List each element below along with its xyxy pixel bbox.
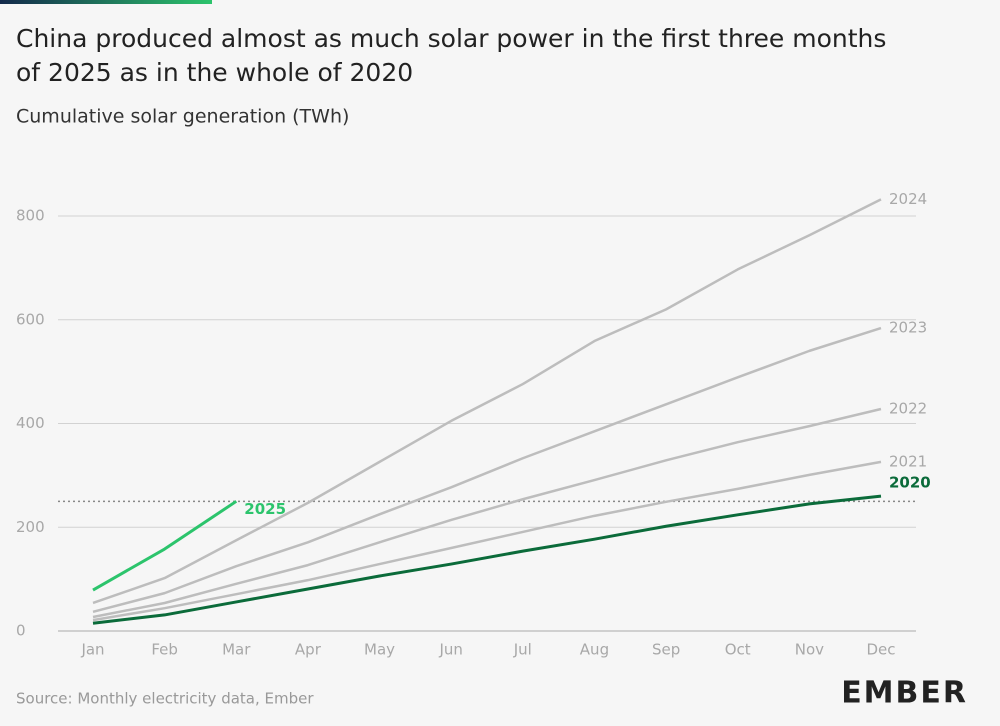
series-line (92, 326, 882, 614)
y-tick-label: 600 (16, 310, 45, 328)
x-tick-label: Apr (295, 641, 322, 659)
y-tick-label: 800 (16, 207, 45, 225)
x-tick-label: Sep (652, 641, 680, 659)
subtitle: Cumulative solar generation (TWh) (16, 106, 349, 128)
y-tick-label: 0 (16, 622, 26, 640)
chart-title: China produced almost as much solar powe… (16, 24, 886, 53)
x-tick-label: Aug (580, 641, 609, 659)
source: Source: Monthly electricity data, Ember (16, 690, 314, 708)
brand-logo: EMBER (841, 676, 968, 711)
x-tick-label: Jun (438, 641, 462, 659)
top-bar (0, 0, 212, 4)
x-tick-label: May (364, 641, 395, 659)
series-line (92, 407, 882, 619)
x-tick-label: Oct (725, 641, 751, 659)
series-label: 2025 (244, 500, 286, 518)
series-label: 2023 (889, 319, 927, 337)
y-tick-label: 200 (16, 518, 45, 536)
x-tick-label: Jan (80, 641, 104, 659)
x-tick-label: Feb (151, 641, 178, 659)
x-tick-label: Mar (222, 641, 251, 659)
x-tick-label: Nov (795, 641, 824, 659)
series-line (92, 460, 882, 622)
x-tick-label: Jul (513, 641, 532, 659)
series-line (92, 494, 882, 625)
series-label: 2020 (889, 474, 931, 492)
series-label: 2024 (889, 190, 927, 208)
series-label: 2022 (889, 399, 927, 417)
chart-title: of 2025 as in the whole of 2020 (16, 58, 413, 87)
series-label: 2021 (889, 452, 927, 470)
x-tick-label: Dec (866, 641, 895, 659)
series-line (92, 500, 238, 592)
y-tick-label: 400 (16, 414, 45, 432)
series-line (92, 198, 882, 605)
